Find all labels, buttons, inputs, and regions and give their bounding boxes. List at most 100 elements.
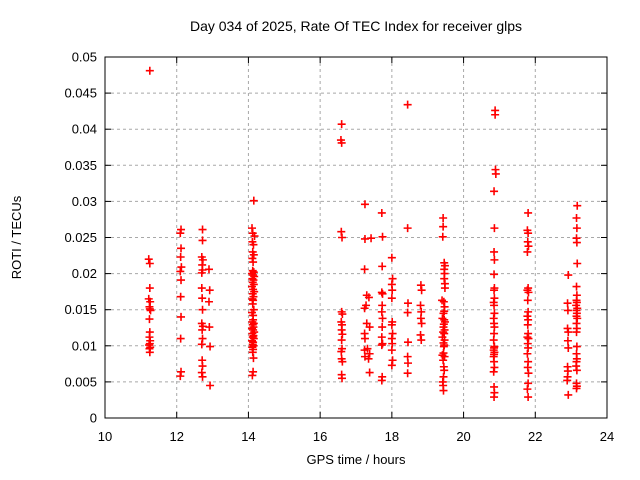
data-point: [205, 323, 214, 332]
data-point: [176, 252, 185, 261]
y-tick-label: 0.03: [72, 194, 97, 209]
data-point: [177, 244, 186, 253]
data-point: [198, 294, 207, 303]
data-point: [198, 225, 207, 234]
y-tick-label: 0.025: [64, 230, 97, 245]
data-point: [198, 372, 207, 381]
y-tick-label: 0.02: [72, 266, 97, 281]
data-point: [377, 376, 386, 385]
data-point: [206, 342, 215, 351]
data-point: [564, 271, 573, 280]
data-point: [440, 284, 449, 293]
data-point: [338, 233, 347, 242]
data-point: [197, 284, 206, 293]
data-point: [490, 301, 499, 310]
data-point: [417, 286, 426, 295]
data-point: [440, 352, 449, 361]
data-point: [563, 299, 572, 308]
data-point: [378, 232, 387, 241]
data-point: [378, 262, 387, 271]
data-point: [365, 349, 374, 358]
data-point: [439, 386, 448, 395]
data-point: [248, 371, 257, 380]
scatter-series: [144, 66, 582, 402]
y-tick-label: 0.005: [64, 374, 97, 389]
data-point: [438, 232, 447, 241]
data-point: [387, 361, 396, 370]
data-point: [564, 343, 573, 352]
y-tick-label: 0.045: [64, 86, 97, 101]
y-tick-label: 0.04: [72, 122, 97, 137]
data-point: [524, 393, 533, 402]
data-point: [439, 214, 448, 223]
data-point: [523, 349, 532, 358]
data-point: [338, 374, 347, 383]
data-point: [490, 247, 499, 256]
data-point: [360, 200, 369, 209]
data-point: [146, 306, 155, 315]
data-point: [403, 359, 412, 368]
data-point: [490, 270, 499, 279]
data-point: [365, 368, 374, 377]
data-point: [145, 348, 154, 357]
chart-title: Day 034 of 2025, Rate Of TEC Index for r…: [190, 18, 522, 34]
data-point: [564, 328, 573, 337]
data-point: [438, 296, 447, 305]
data-point: [377, 341, 386, 350]
data-point: [360, 334, 369, 343]
data-point: [491, 110, 500, 119]
data-point: [490, 255, 499, 264]
data-point: [206, 381, 215, 390]
data-point: [360, 234, 369, 243]
data-point: [523, 385, 532, 394]
data-point: [144, 255, 153, 264]
data-point: [337, 120, 346, 129]
data-point: [387, 346, 396, 355]
data-point: [524, 229, 533, 238]
data-point: [338, 310, 347, 319]
data-point: [388, 286, 397, 295]
data-point: [378, 314, 387, 323]
data-point: [337, 336, 346, 345]
data-point: [563, 336, 572, 345]
x-tick-label: 24: [600, 429, 614, 444]
data-point: [198, 305, 207, 314]
data-point: [572, 224, 581, 233]
y-tick-label: 0: [90, 411, 97, 426]
data-point: [198, 236, 207, 245]
data-point: [523, 247, 532, 256]
data-point: [360, 304, 369, 313]
data-point: [378, 323, 387, 332]
data-point: [403, 308, 412, 317]
data-point: [198, 325, 207, 334]
data-point: [197, 268, 206, 277]
data-point: [145, 259, 154, 268]
data-point: [205, 286, 214, 295]
data-point: [387, 320, 396, 329]
data-point: [249, 196, 258, 205]
data-point: [248, 299, 257, 308]
data-point: [573, 259, 582, 268]
data-point: [524, 288, 533, 297]
data-point: [145, 315, 154, 324]
data-point: [377, 208, 386, 217]
data-point: [563, 376, 572, 385]
data-point: [403, 338, 412, 347]
data-point: [337, 138, 346, 147]
data-point: [403, 100, 412, 109]
data-point: [524, 208, 533, 217]
data-point: [250, 232, 259, 241]
data-point: [177, 263, 186, 272]
data-point: [197, 340, 206, 349]
data-point: [360, 265, 369, 274]
x-tick-label: 22: [528, 429, 542, 444]
data-point: [337, 347, 346, 356]
y-tick-label: 0.05: [72, 50, 97, 65]
data-point: [523, 320, 532, 329]
data-point: [364, 293, 373, 302]
data-point: [524, 242, 533, 251]
data-point: [572, 238, 581, 247]
data-point: [176, 334, 185, 343]
data-point: [572, 282, 581, 291]
